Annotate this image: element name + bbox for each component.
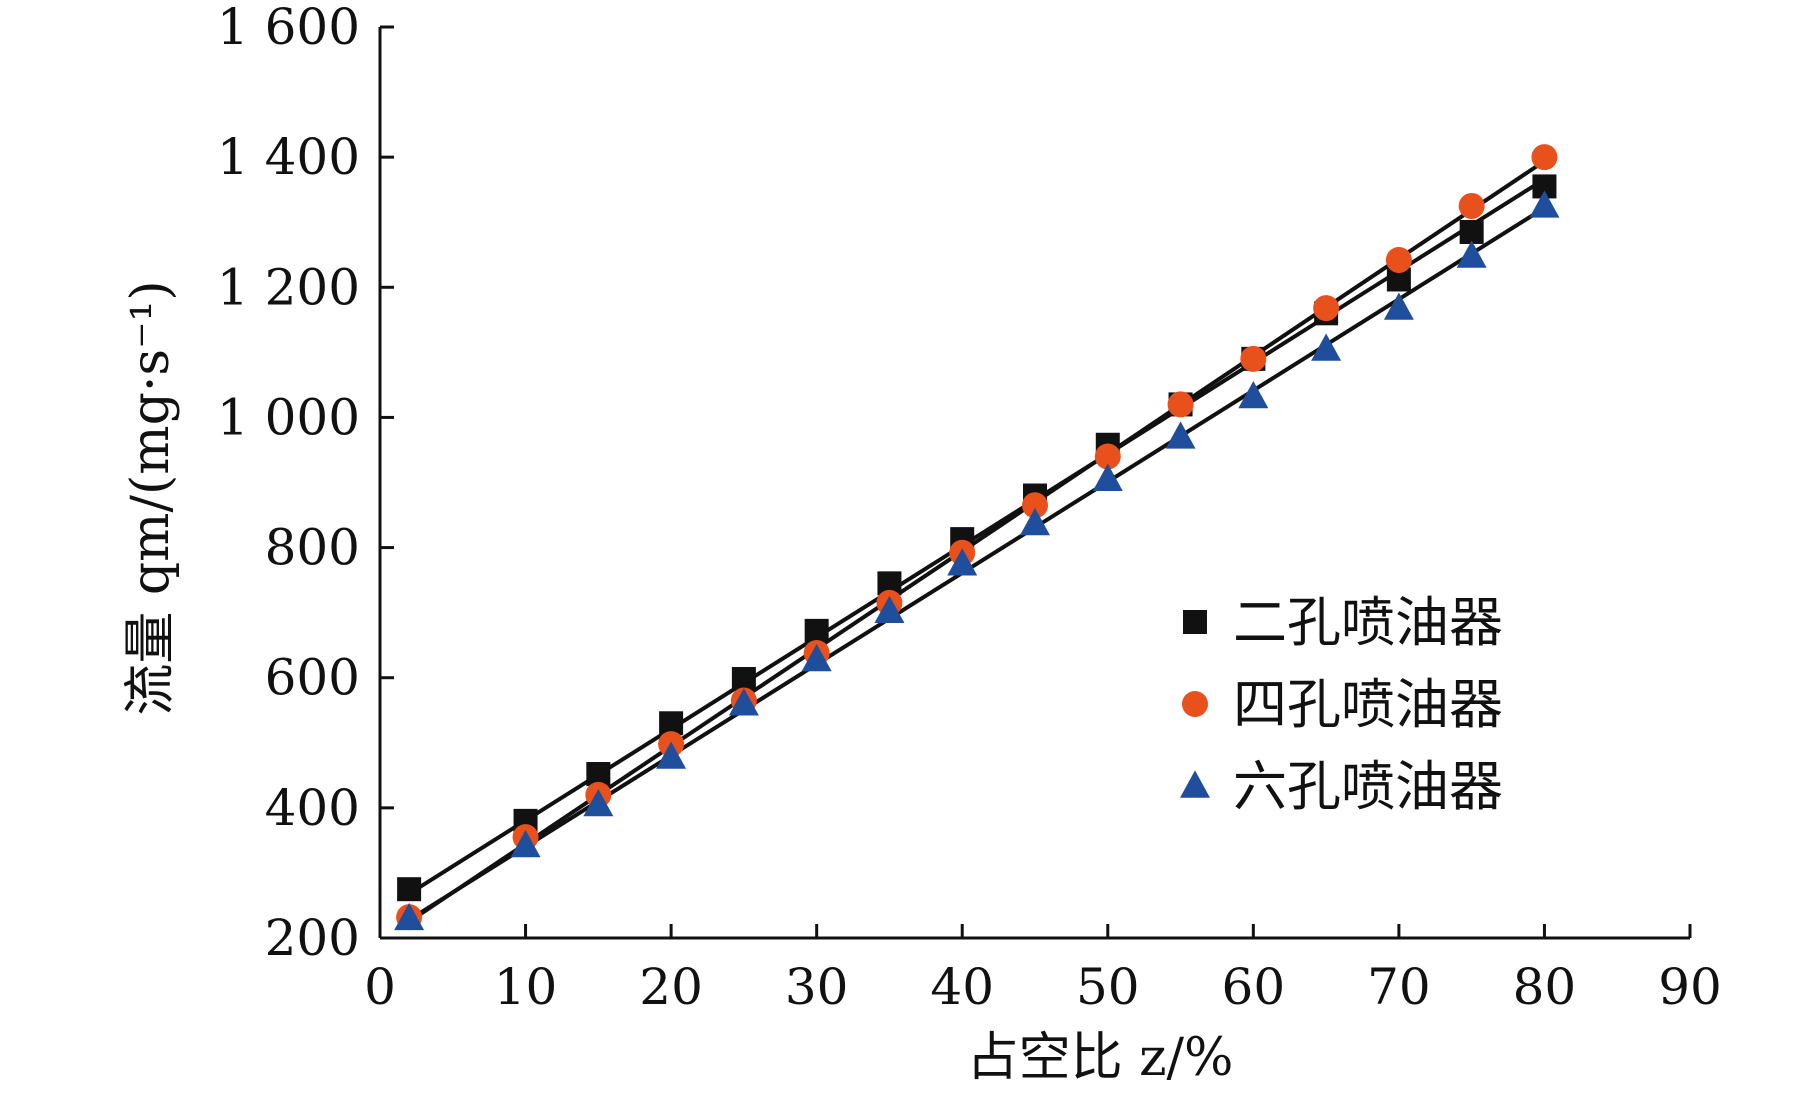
data-points <box>394 144 1560 931</box>
x-tick-label: 50 <box>1076 958 1140 1016</box>
data-point <box>397 877 422 902</box>
data-point <box>1531 144 1558 171</box>
data-point <box>656 741 687 769</box>
data-point <box>1458 192 1485 219</box>
data-point <box>394 902 425 931</box>
data-point <box>874 595 905 624</box>
y-axis-title: 流量 qm/(mg·s⁻¹) <box>121 280 181 715</box>
axis-titles: 占空比 z/% 流量 qm/(mg·s⁻¹) <box>121 280 1233 1088</box>
data-point <box>1020 507 1050 536</box>
data-point <box>728 688 759 716</box>
x-axis-title: 占空比 z/% <box>967 1028 1234 1088</box>
y-tick-label: 1 400 <box>217 128 360 186</box>
y-tick-label: 1 600 <box>217 0 360 56</box>
y-tick-label: 1 200 <box>217 258 360 316</box>
data-point <box>1383 292 1414 320</box>
data-point <box>801 643 832 672</box>
x-tick-label: 10 <box>494 958 558 1016</box>
x-tick-label: 0 <box>364 958 396 1016</box>
data-point <box>947 548 978 576</box>
data-point <box>1240 345 1267 372</box>
data-point <box>510 829 541 858</box>
x-tick-label: 20 <box>639 958 703 1016</box>
data-point <box>1529 190 1560 218</box>
data-point <box>1385 246 1412 273</box>
y-tick-label: 200 <box>265 909 360 967</box>
x-tick-label: 60 <box>1222 958 1286 1016</box>
y-tick-label: 600 <box>265 649 360 707</box>
data-point <box>1165 421 1196 449</box>
data-point <box>583 789 614 817</box>
legend-label: 二孔喷油器 <box>1233 591 1503 654</box>
data-point <box>1094 443 1121 470</box>
data-point <box>1459 219 1484 244</box>
legend-marker <box>1183 610 1207 634</box>
y-tick-label: 800 <box>265 519 360 577</box>
data-point <box>1313 295 1340 322</box>
x-tick-label: 80 <box>1513 958 1577 1016</box>
data-point <box>804 618 829 643</box>
data-point <box>1092 463 1123 491</box>
axes: 0 10 20 30 40 50 60 70 80 90 200 400 600 800 1 000 1 20… <box>217 0 1722 1016</box>
data-point <box>1456 240 1487 268</box>
x-tick-label: 70 <box>1367 958 1431 1016</box>
data-point <box>1022 492 1048 519</box>
y-tick-label: 400 <box>265 779 360 837</box>
x-tick-label: 90 <box>1658 958 1722 1016</box>
data-point <box>1238 381 1269 409</box>
legend-label: 六孔喷油器 <box>1233 755 1503 818</box>
x-tick-label: 40 <box>930 958 994 1016</box>
data-point <box>1311 333 1342 361</box>
series-triangle <box>394 190 1560 931</box>
y-tick-label: 1 000 <box>217 388 360 446</box>
legend-marker <box>1180 770 1210 798</box>
x-tick-label: 30 <box>785 958 849 1016</box>
data-point <box>1167 391 1194 418</box>
legend-label: 四孔喷油器 <box>1233 673 1503 736</box>
legend-marker <box>1182 691 1208 717</box>
data-point <box>731 667 756 692</box>
